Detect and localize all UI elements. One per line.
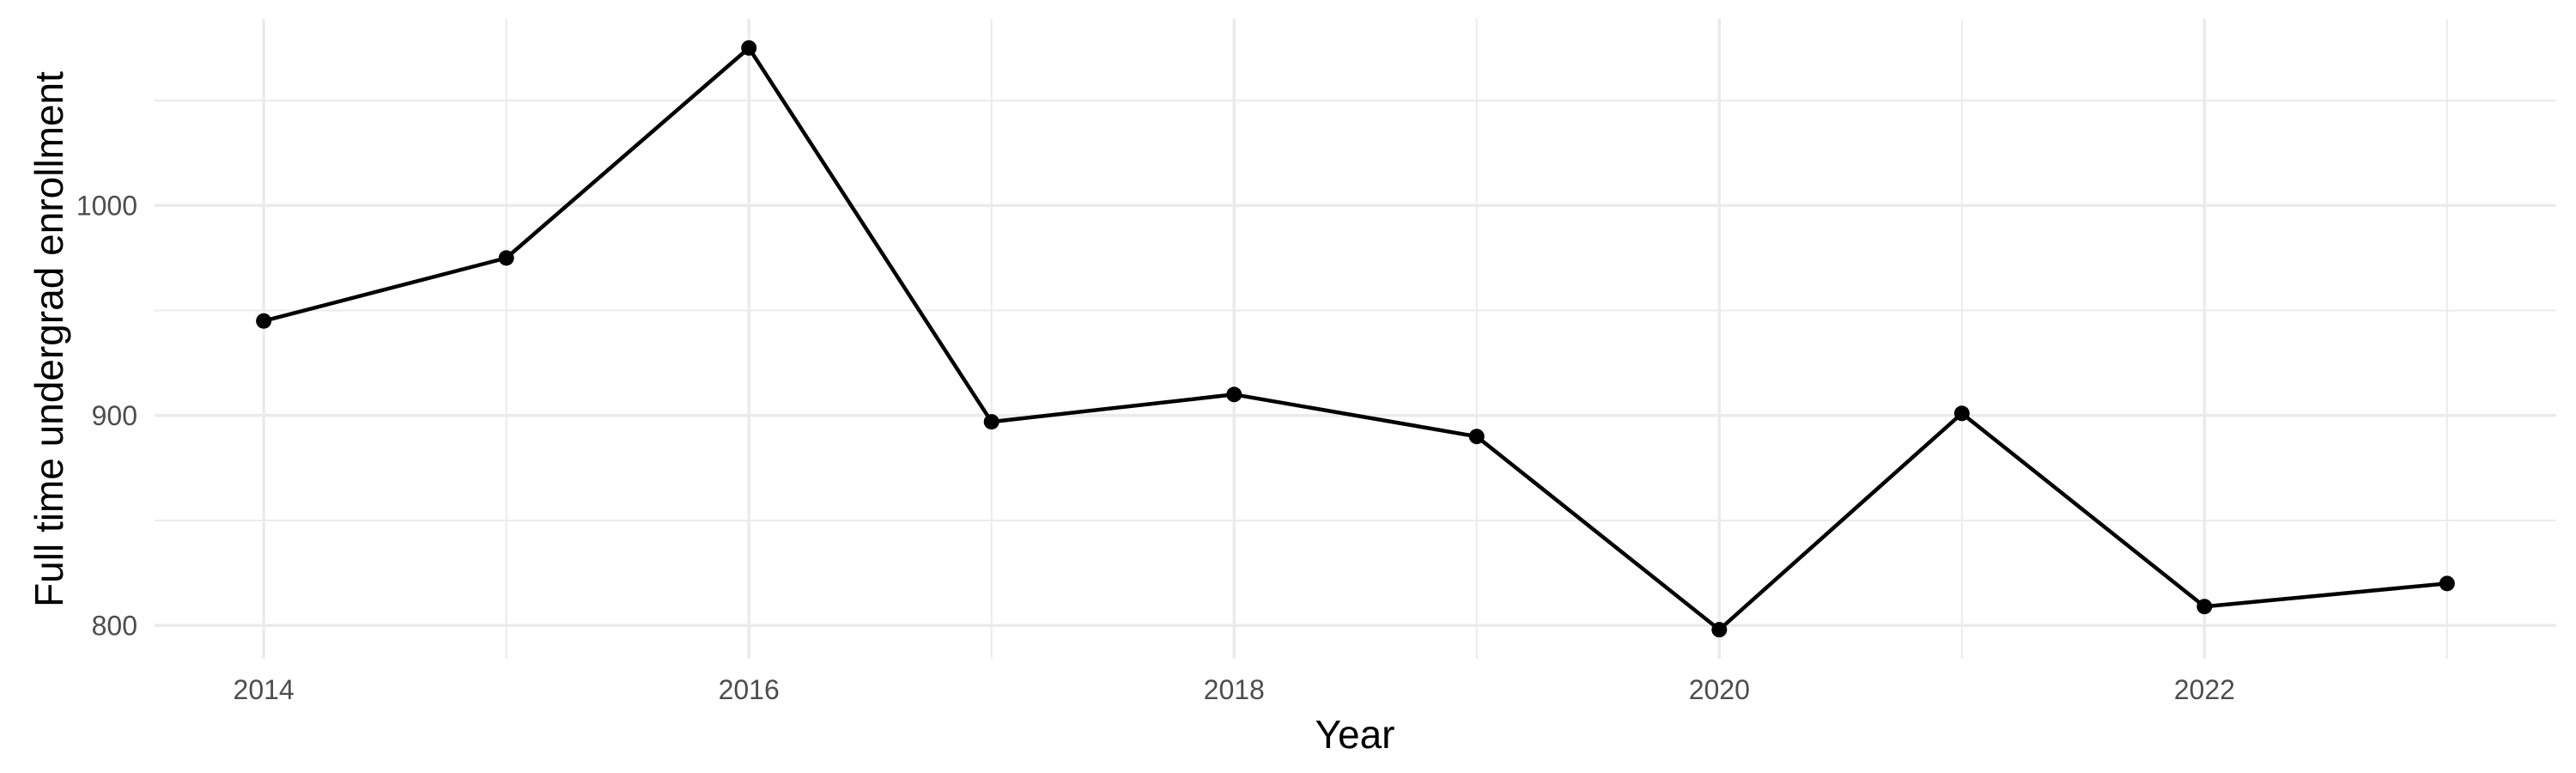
y-axis-title: Full time undergrad enrollment <box>27 71 71 607</box>
x-tick-label: 2014 <box>234 674 295 705</box>
x-tick-label: 2022 <box>2174 674 2235 705</box>
data-point <box>2439 575 2455 592</box>
data-point <box>1468 429 1485 445</box>
data-point <box>741 40 757 56</box>
x-tick-label: 2018 <box>1204 674 1265 705</box>
data-point <box>983 414 999 430</box>
data-point <box>1953 405 1970 422</box>
enrollment-series-line <box>263 46 2448 632</box>
data-point <box>1226 386 1242 403</box>
data-point <box>2196 599 2213 615</box>
data-point <box>498 250 514 266</box>
y-tick-label: 800 <box>92 611 137 642</box>
x-tick-label: 2016 <box>719 674 780 705</box>
x-tick-label: 2020 <box>1689 674 1750 705</box>
data-point <box>256 313 272 329</box>
data-point <box>1711 622 1728 638</box>
x-axis-title: Year <box>1315 712 1395 757</box>
y-tick-label: 900 <box>92 400 137 431</box>
y-tick-label: 1000 <box>76 191 137 222</box>
